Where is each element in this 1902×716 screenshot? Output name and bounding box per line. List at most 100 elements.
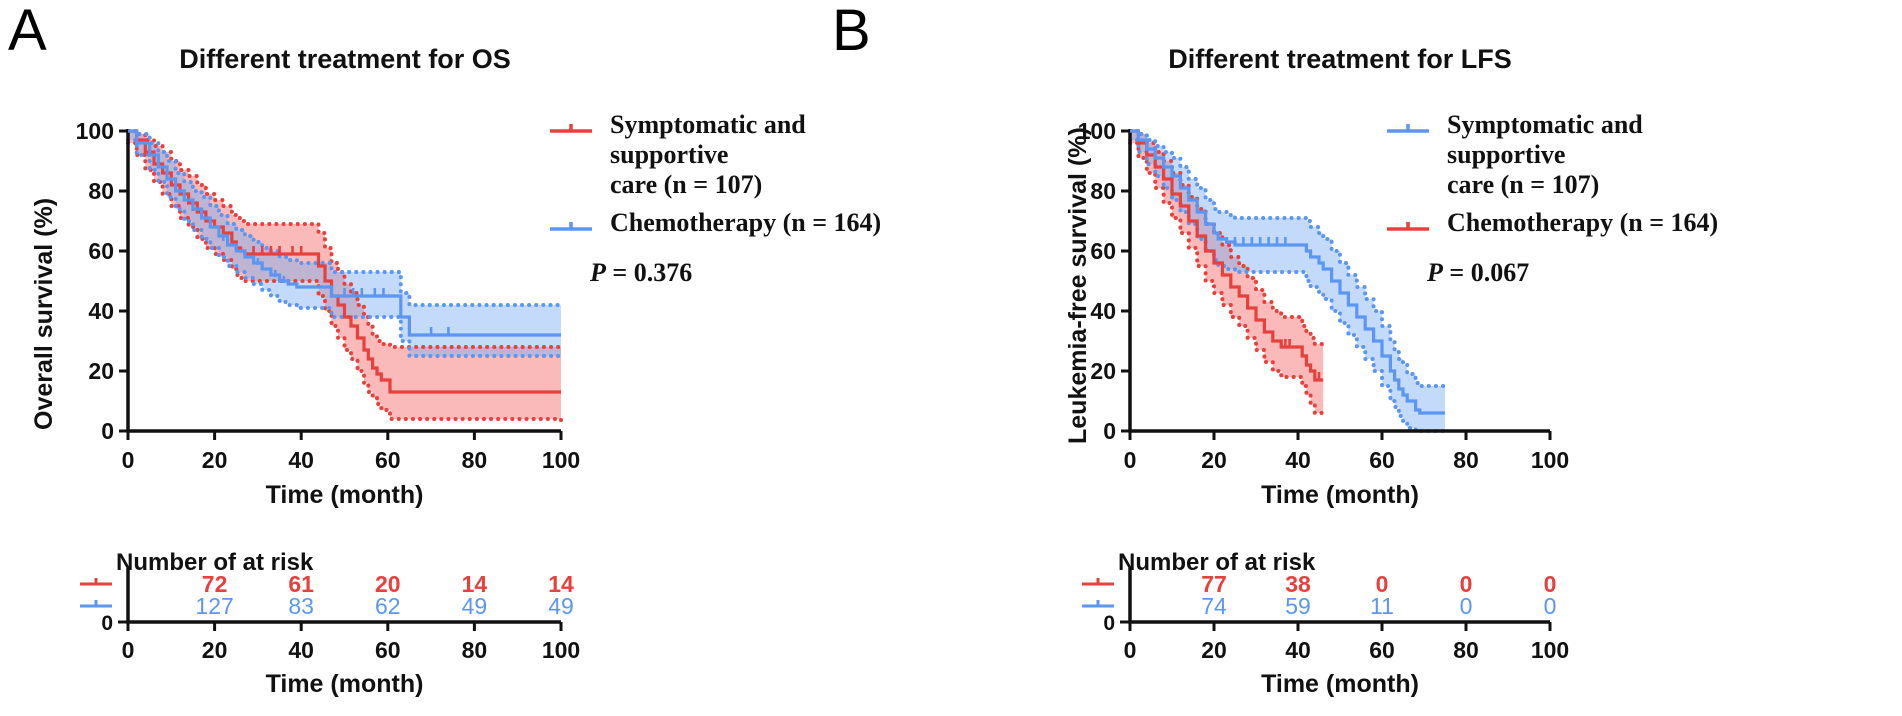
x-tick-label: 20 bbox=[202, 637, 228, 663]
legend-label-line2: care (n = 107) bbox=[610, 169, 763, 199]
legend-label: Symptomatic and supportive care (n = 107… bbox=[610, 110, 893, 200]
legend-os: Symptomatic and supportive care (n = 107… bbox=[548, 110, 893, 288]
survival-curve bbox=[128, 129, 561, 337]
legend-label-line2: care (n = 107) bbox=[1447, 169, 1600, 199]
p-value: P = 0.067 bbox=[1427, 258, 1730, 288]
at-risk-count: 11 bbox=[1370, 593, 1394, 619]
x-tick-label: 20 bbox=[202, 447, 228, 473]
km-curve-marker-icon bbox=[550, 221, 592, 231]
p-value-number: = 0.067 bbox=[1442, 257, 1530, 287]
x-tick-label: 80 bbox=[462, 447, 488, 473]
at-risk-count: 59 bbox=[1285, 593, 1311, 619]
at-risk-count: 83 bbox=[288, 593, 314, 619]
at-risk-count: 127 bbox=[195, 593, 233, 619]
chart-title-lfs: Different treatment for LFS bbox=[1168, 44, 1512, 74]
x-tick-label: 100 bbox=[542, 447, 580, 473]
at-risk-count: 62 bbox=[375, 593, 401, 619]
x-tick-label: 60 bbox=[375, 637, 401, 663]
survival-curve bbox=[1130, 129, 1324, 382]
y-tick-label: 100 bbox=[1078, 118, 1116, 144]
at-risk-count: 0 bbox=[1376, 571, 1389, 597]
y-tick-label: 20 bbox=[1090, 358, 1116, 384]
y-tick-label: 80 bbox=[88, 178, 114, 204]
panel-label-a: A bbox=[8, 0, 47, 63]
legend-entry: Chemotherapy (n = 164) bbox=[548, 208, 893, 238]
x-tick-label: 60 bbox=[375, 447, 401, 473]
legend-lfs: Symptomatic and supportive care (n = 107… bbox=[1385, 110, 1730, 288]
ci-border bbox=[126, 129, 563, 349]
x-axis-title: Time (month) bbox=[266, 670, 424, 698]
y-tick-label: 40 bbox=[88, 298, 114, 324]
at-risk-count: 61 bbox=[288, 571, 314, 597]
x-tick-label: 20 bbox=[1201, 637, 1227, 663]
km-curve-marker-icon bbox=[80, 600, 112, 608]
x-tick-label: 0 bbox=[1124, 637, 1137, 663]
x-tick-label: 100 bbox=[542, 637, 580, 663]
at-risk-count: 0 bbox=[1460, 571, 1473, 597]
at-risk-count: 49 bbox=[548, 593, 574, 619]
x-tick-label: 40 bbox=[1285, 637, 1311, 663]
p-value: P = 0.376 bbox=[590, 258, 893, 288]
legend-label-line1: Symptomatic and supportive bbox=[1447, 110, 1643, 169]
y-tick-label: 60 bbox=[1090, 238, 1116, 264]
at-risk-count: 0 bbox=[1460, 593, 1473, 619]
x-tick-label: 40 bbox=[288, 637, 314, 663]
km-plot-os: 0 20 40 60 80 100 0 20 40 60 80 100 Time (month) bbox=[76, 118, 581, 509]
x-tick-label: 80 bbox=[1453, 447, 1479, 473]
x-tick-label: 80 bbox=[1453, 637, 1479, 663]
y-tick-label: 20 bbox=[88, 358, 114, 384]
panel-b: B Different treatment for LFS Leukemia-f… bbox=[820, 0, 1902, 716]
legend-entry: Symptomatic and supportive care (n = 107… bbox=[548, 110, 893, 200]
x-axis-title: Time (month) bbox=[266, 481, 424, 509]
at-risk-count: 74 bbox=[1201, 593, 1227, 619]
y-tick-label: 60 bbox=[88, 238, 114, 264]
x-tick-label: 40 bbox=[1285, 447, 1311, 473]
panel-a: A Different treatment for OS Overall sur… bbox=[0, 0, 881, 716]
km-curve-marker-icon bbox=[1387, 124, 1429, 133]
chart-title-os: Different treatment for OS bbox=[179, 44, 511, 74]
legend-entry: Chemotherapy (n = 164) bbox=[1385, 208, 1730, 238]
km-curve-marker-icon bbox=[1387, 221, 1429, 231]
panel-label-b: B bbox=[832, 0, 871, 63]
km-curve-marker-icon bbox=[550, 124, 592, 133]
y-tick-label: 80 bbox=[1090, 178, 1116, 204]
ci-border bbox=[1128, 141, 1326, 415]
legend-label-line1: Chemotherapy (n = 164) bbox=[1447, 207, 1719, 237]
x-tick-label: 80 bbox=[462, 637, 488, 663]
ci-border bbox=[1128, 129, 1447, 388]
km-curve-marker-icon bbox=[80, 578, 112, 586]
km-curve-marker-icon bbox=[1082, 578, 1114, 586]
at-risk-count: 0 bbox=[1544, 571, 1557, 597]
x-tick-label: 0 bbox=[122, 447, 135, 473]
y-tick-label: 0 bbox=[1103, 418, 1116, 444]
ci-border bbox=[126, 138, 563, 358]
x-tick-label: 20 bbox=[1201, 447, 1227, 473]
legend-label: Chemotherapy (n = 164) bbox=[1447, 208, 1718, 238]
ci-band bbox=[1130, 131, 1445, 431]
p-value-symbol: P bbox=[590, 257, 606, 287]
x-tick-label: 100 bbox=[1531, 637, 1569, 663]
x-tick-label: 60 bbox=[1369, 637, 1395, 663]
legend-label-line1: Symptomatic and supportive bbox=[610, 110, 806, 169]
at-risk-count: 14 bbox=[548, 571, 574, 597]
legend-label: Symptomatic and supportive care (n = 107… bbox=[1447, 110, 1730, 200]
x-tick-label: 0 bbox=[1124, 447, 1137, 473]
ci-border bbox=[1128, 129, 1326, 346]
y-tick-label: 0 bbox=[101, 612, 113, 635]
km-plot-lfs: 0 20 40 60 80 100 0 20 40 60 80 100 Time (month) bbox=[1078, 118, 1570, 509]
x-axis-title: Time (month) bbox=[1261, 481, 1419, 509]
y-tick-label: 0 bbox=[101, 418, 114, 444]
at-risk-count: 72 bbox=[202, 571, 228, 597]
p-value-number: = 0.376 bbox=[605, 257, 693, 287]
legend-label-line1: Chemotherapy (n = 164) bbox=[610, 207, 882, 237]
y-tick-label: 0 bbox=[1103, 612, 1115, 635]
at-risk-count: 49 bbox=[462, 593, 488, 619]
at-risk-count: 0 bbox=[1544, 593, 1557, 619]
at-risk-title: Number of at risk bbox=[116, 549, 314, 576]
x-tick-label: 60 bbox=[1369, 447, 1395, 473]
p-value-symbol: P bbox=[1427, 257, 1443, 287]
y-tick-label: 40 bbox=[1090, 298, 1116, 324]
